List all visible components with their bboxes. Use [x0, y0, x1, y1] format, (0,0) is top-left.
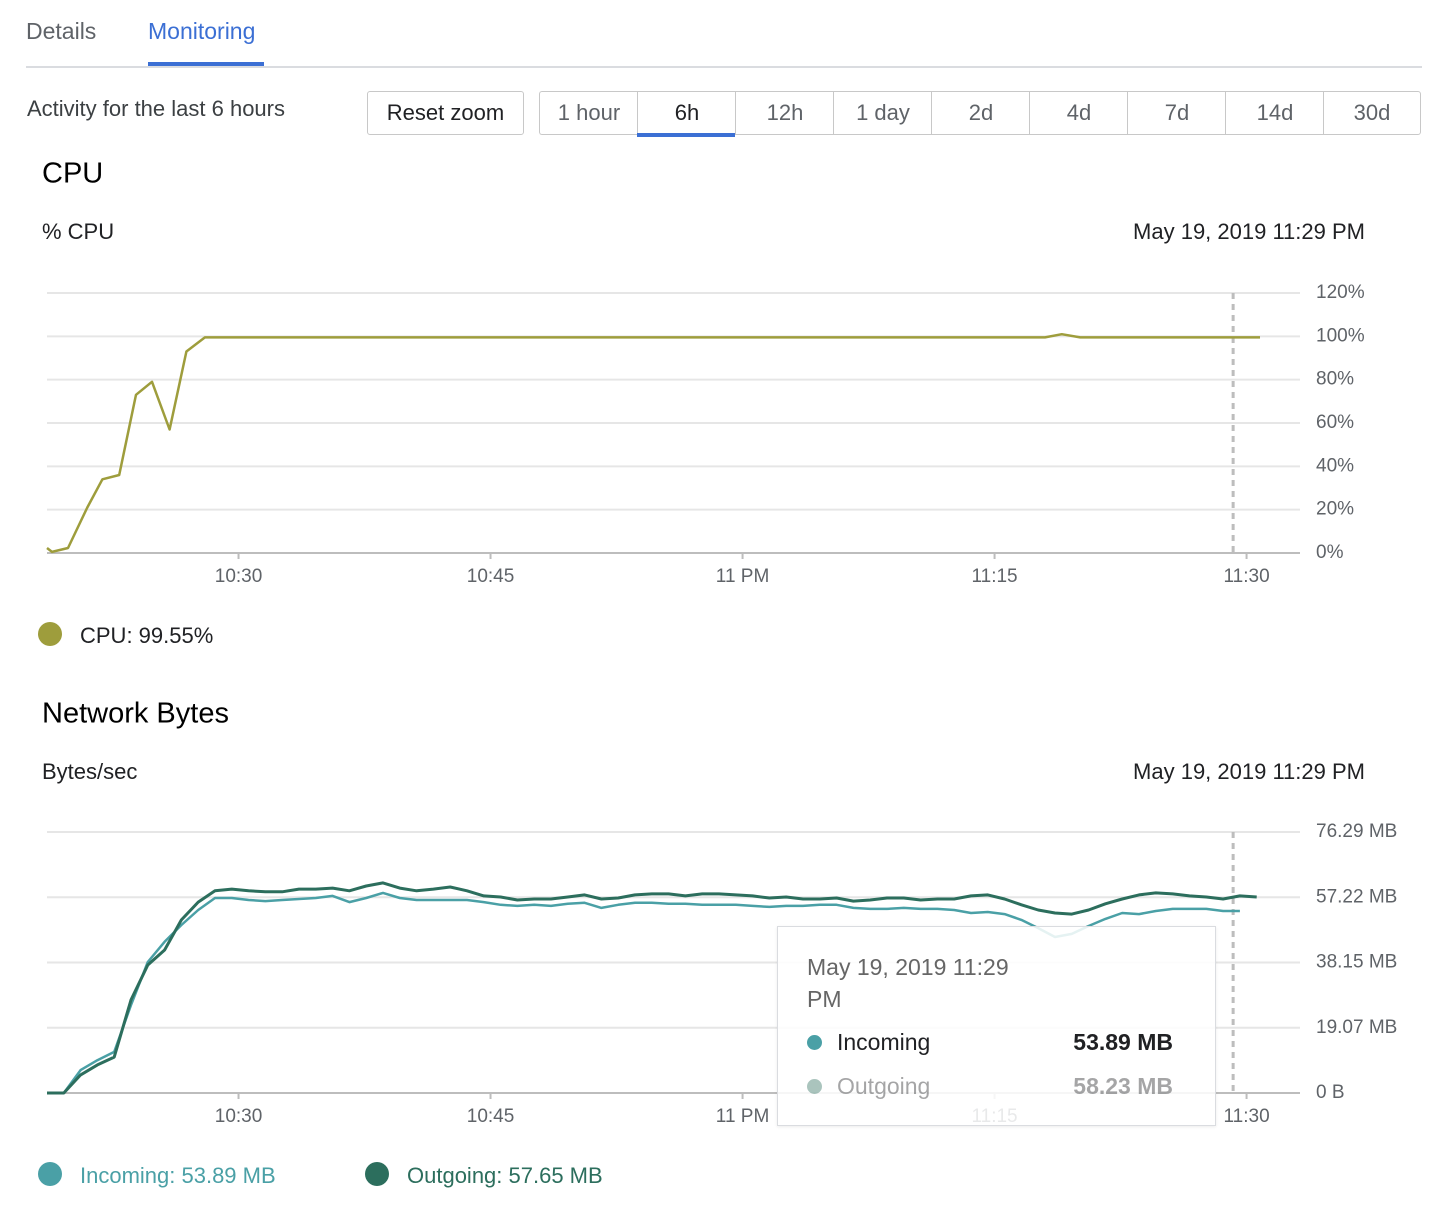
tab-underline — [148, 62, 264, 66]
chart-title: CPU — [42, 158, 103, 190]
x-tick-label: 10:45 — [467, 566, 515, 587]
x-tick-label: 10:30 — [215, 566, 263, 587]
tooltip: May 19, 2019 11:29 PM Incoming 53.89 MB Ou… — [777, 926, 1216, 1126]
tab[interactable]: Monitoring — [148, 18, 256, 44]
range-button[interactable]: 7d — [1127, 91, 1226, 135]
reset-zoom-button[interactable]: Reset zoom — [367, 91, 524, 135]
tooltip-row: Incoming 53.89 MB — [807, 1027, 1173, 1057]
tooltip-title: May 19, 2019 11:29 PM — [807, 954, 1009, 1012]
tooltip-dot — [807, 1035, 822, 1050]
y-tick-label: 60% — [1316, 412, 1354, 433]
tooltip-name: Incoming — [837, 1029, 931, 1055]
y-tick-label: 0 B — [1316, 1082, 1345, 1103]
x-tick-label: 11 PM — [716, 566, 770, 587]
range-button[interactable]: 1 hour — [539, 91, 638, 135]
legend-dot — [38, 622, 62, 646]
x-tick-label: 11:30 — [1224, 1106, 1270, 1127]
x-tick-label: 10:30 — [215, 1106, 263, 1127]
legend-label: Incoming: 53.89 MB — [80, 1163, 276, 1188]
legend-label: Outgoing: 57.65 MB — [407, 1163, 603, 1188]
tooltip-row: Outgoing 58.23 MB — [807, 1071, 1173, 1101]
legend-dot — [38, 1162, 62, 1186]
range-button[interactable]: 2d — [931, 91, 1030, 135]
activity-label: Activity for the last 6 hours — [27, 96, 285, 121]
y-tick-label: 0% — [1316, 542, 1344, 563]
series-line — [46, 332, 1260, 554]
y-tick-label: 20% — [1316, 499, 1354, 520]
timestamp: May 19, 2019 11:29 PM — [1133, 219, 1365, 244]
y-tick-label: 100% — [1316, 325, 1365, 346]
range-active-bar — [637, 133, 735, 137]
series-line — [47, 881, 1257, 1095]
y-tick-label: 76.29 MB — [1316, 821, 1397, 842]
range-button[interactable]: 30d — [1323, 91, 1421, 135]
tooltip-name: Outgoing — [837, 1073, 931, 1099]
y-tick-label: 19.07 MB — [1316, 1017, 1397, 1038]
legend-dot — [365, 1162, 389, 1186]
tab-divider — [26, 66, 1422, 68]
tooltip-value: 53.89 MB — [1073, 1029, 1173, 1055]
y-tick-label: 57.22 MB — [1316, 886, 1397, 907]
x-tick-label: 11 PM — [716, 1106, 770, 1127]
y-axis-label: % CPU — [42, 219, 114, 244]
timestamp: May 19, 2019 11:29 PM — [1133, 759, 1365, 784]
y-tick-label: 120% — [1316, 282, 1365, 303]
tooltip-dot — [807, 1079, 822, 1094]
y-tick-label: 40% — [1316, 455, 1354, 476]
tooltip-value: 58.23 MB — [1073, 1073, 1173, 1099]
y-tick-label: 80% — [1316, 369, 1354, 390]
tab[interactable]: Details — [26, 18, 97, 44]
x-tick-label: 11:15 — [971, 566, 1017, 587]
x-tick-label: 11:30 — [1224, 566, 1270, 587]
range-button[interactable]: 1 day — [833, 91, 932, 135]
y-axis-label: Bytes/sec — [42, 759, 137, 784]
range-button[interactable]: 4d — [1029, 91, 1128, 135]
range-button[interactable]: 6h — [637, 91, 736, 135]
chart-title: Network Bytes — [42, 698, 229, 730]
y-tick-label: 38.15 MB — [1316, 951, 1397, 972]
range-button[interactable]: 12h — [735, 91, 834, 135]
legend-label: CPU: 99.55% — [80, 623, 213, 648]
x-tick-label: 10:45 — [467, 1106, 515, 1127]
range-button[interactable]: 14d — [1225, 91, 1324, 135]
